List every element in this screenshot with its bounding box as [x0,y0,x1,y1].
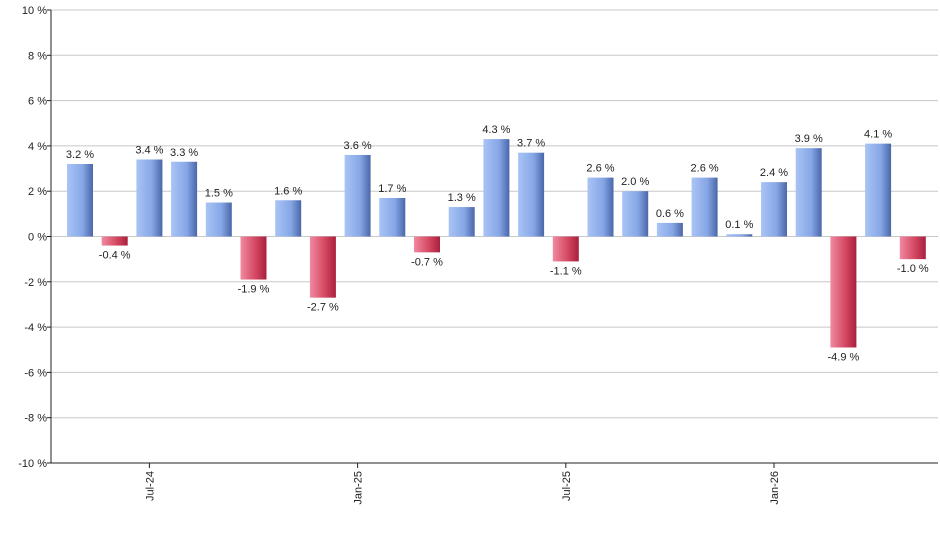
bar-value-label: -1.0 % [897,263,929,275]
bar [344,154,371,237]
bar-value-label: -1.1 % [550,265,582,277]
y-tick-label: -2 % [24,277,47,289]
bar-value-label: 1.5 % [205,188,233,200]
y-tick-label: 6 % [28,96,47,108]
bar [379,197,406,237]
y-tick-label: 2 % [28,186,47,198]
bar [691,177,718,237]
y-tick-label: 8 % [28,50,47,62]
bar [275,200,302,237]
bar [656,222,683,237]
bar-value-label: 1.3 % [448,192,476,204]
bar-value-label: 4.1 % [864,129,892,141]
bar-value-label: 1.7 % [378,183,406,195]
y-tick-label: 10 % [22,5,47,17]
bar [448,207,475,237]
y-tick-label: 4 % [28,141,47,153]
bar [865,143,892,237]
bar-value-label: 4.3 % [482,124,510,136]
y-tick-label: -8 % [24,413,47,425]
bar [761,182,787,237]
bar-value-label: 1.6 % [274,185,302,197]
bar-value-label: 3.3 % [170,147,198,159]
bar [518,152,545,237]
bar-value-labels: 3.2 % -0.4 % 3.4 % 3.3 % 1.5 % -1.9 % 1.6 % -2.… [66,124,929,363]
x-tick-label: Jan-25 [353,471,365,505]
bar-value-label: 0.1 % [725,219,753,231]
bar [240,236,267,280]
bar [414,236,440,253]
bar-value-label: -2.7 % [307,302,339,314]
bar-value-label: 2.4 % [760,167,788,179]
bar-value-label: -4.9 % [828,351,860,363]
bar-value-label: 3.2 % [66,149,94,161]
bar-value-label: 3.4 % [135,144,163,156]
y-tick-label: -4 % [24,322,47,334]
bar [136,159,163,237]
bar [795,148,822,237]
x-tick-label: Jan-26 [769,471,781,505]
y-axis-tick-labels: 10 % 8 % 6 % 4 % 2 % 0 % -2 % -4 % -6 % -8 % -10 % [18,5,47,470]
bar-value-label: 2.0 % [621,176,649,188]
bar-value-label: -0.7 % [411,256,443,268]
bars [67,139,926,348]
x-tick-label: Jul-25 [561,471,573,501]
bar [171,161,198,237]
axes [50,10,938,464]
bar-value-label: -1.9 % [238,284,270,296]
x-axis-tick-labels: Jul-24 Jan-25 Jul-25 Jan-26 [144,463,781,505]
bar-value-label: 3.6 % [344,140,372,152]
bar-value-label: 0.6 % [656,208,684,220]
bar-value-label: -0.4 % [99,250,131,262]
bar [726,234,753,237]
bar [622,191,649,237]
y-tick-label: -6 % [24,367,47,379]
x-tick-label: Jul-24 [144,471,156,501]
bar [309,236,336,298]
bar [205,202,232,237]
bar-value-label: 3.9 % [795,133,823,145]
bar-value-label: 2.6 % [691,163,719,175]
bar [552,236,579,262]
bar [67,164,93,237]
bar-value-label: 3.7 % [517,138,545,150]
bar [899,236,926,260]
bar [587,177,614,237]
bar-value-label: 2.6 % [586,163,614,175]
y-tick-label: -10 % [18,458,47,470]
bar [483,139,510,237]
bar [101,236,128,246]
y-tick-label: 0 % [28,232,47,244]
bar [830,236,857,348]
